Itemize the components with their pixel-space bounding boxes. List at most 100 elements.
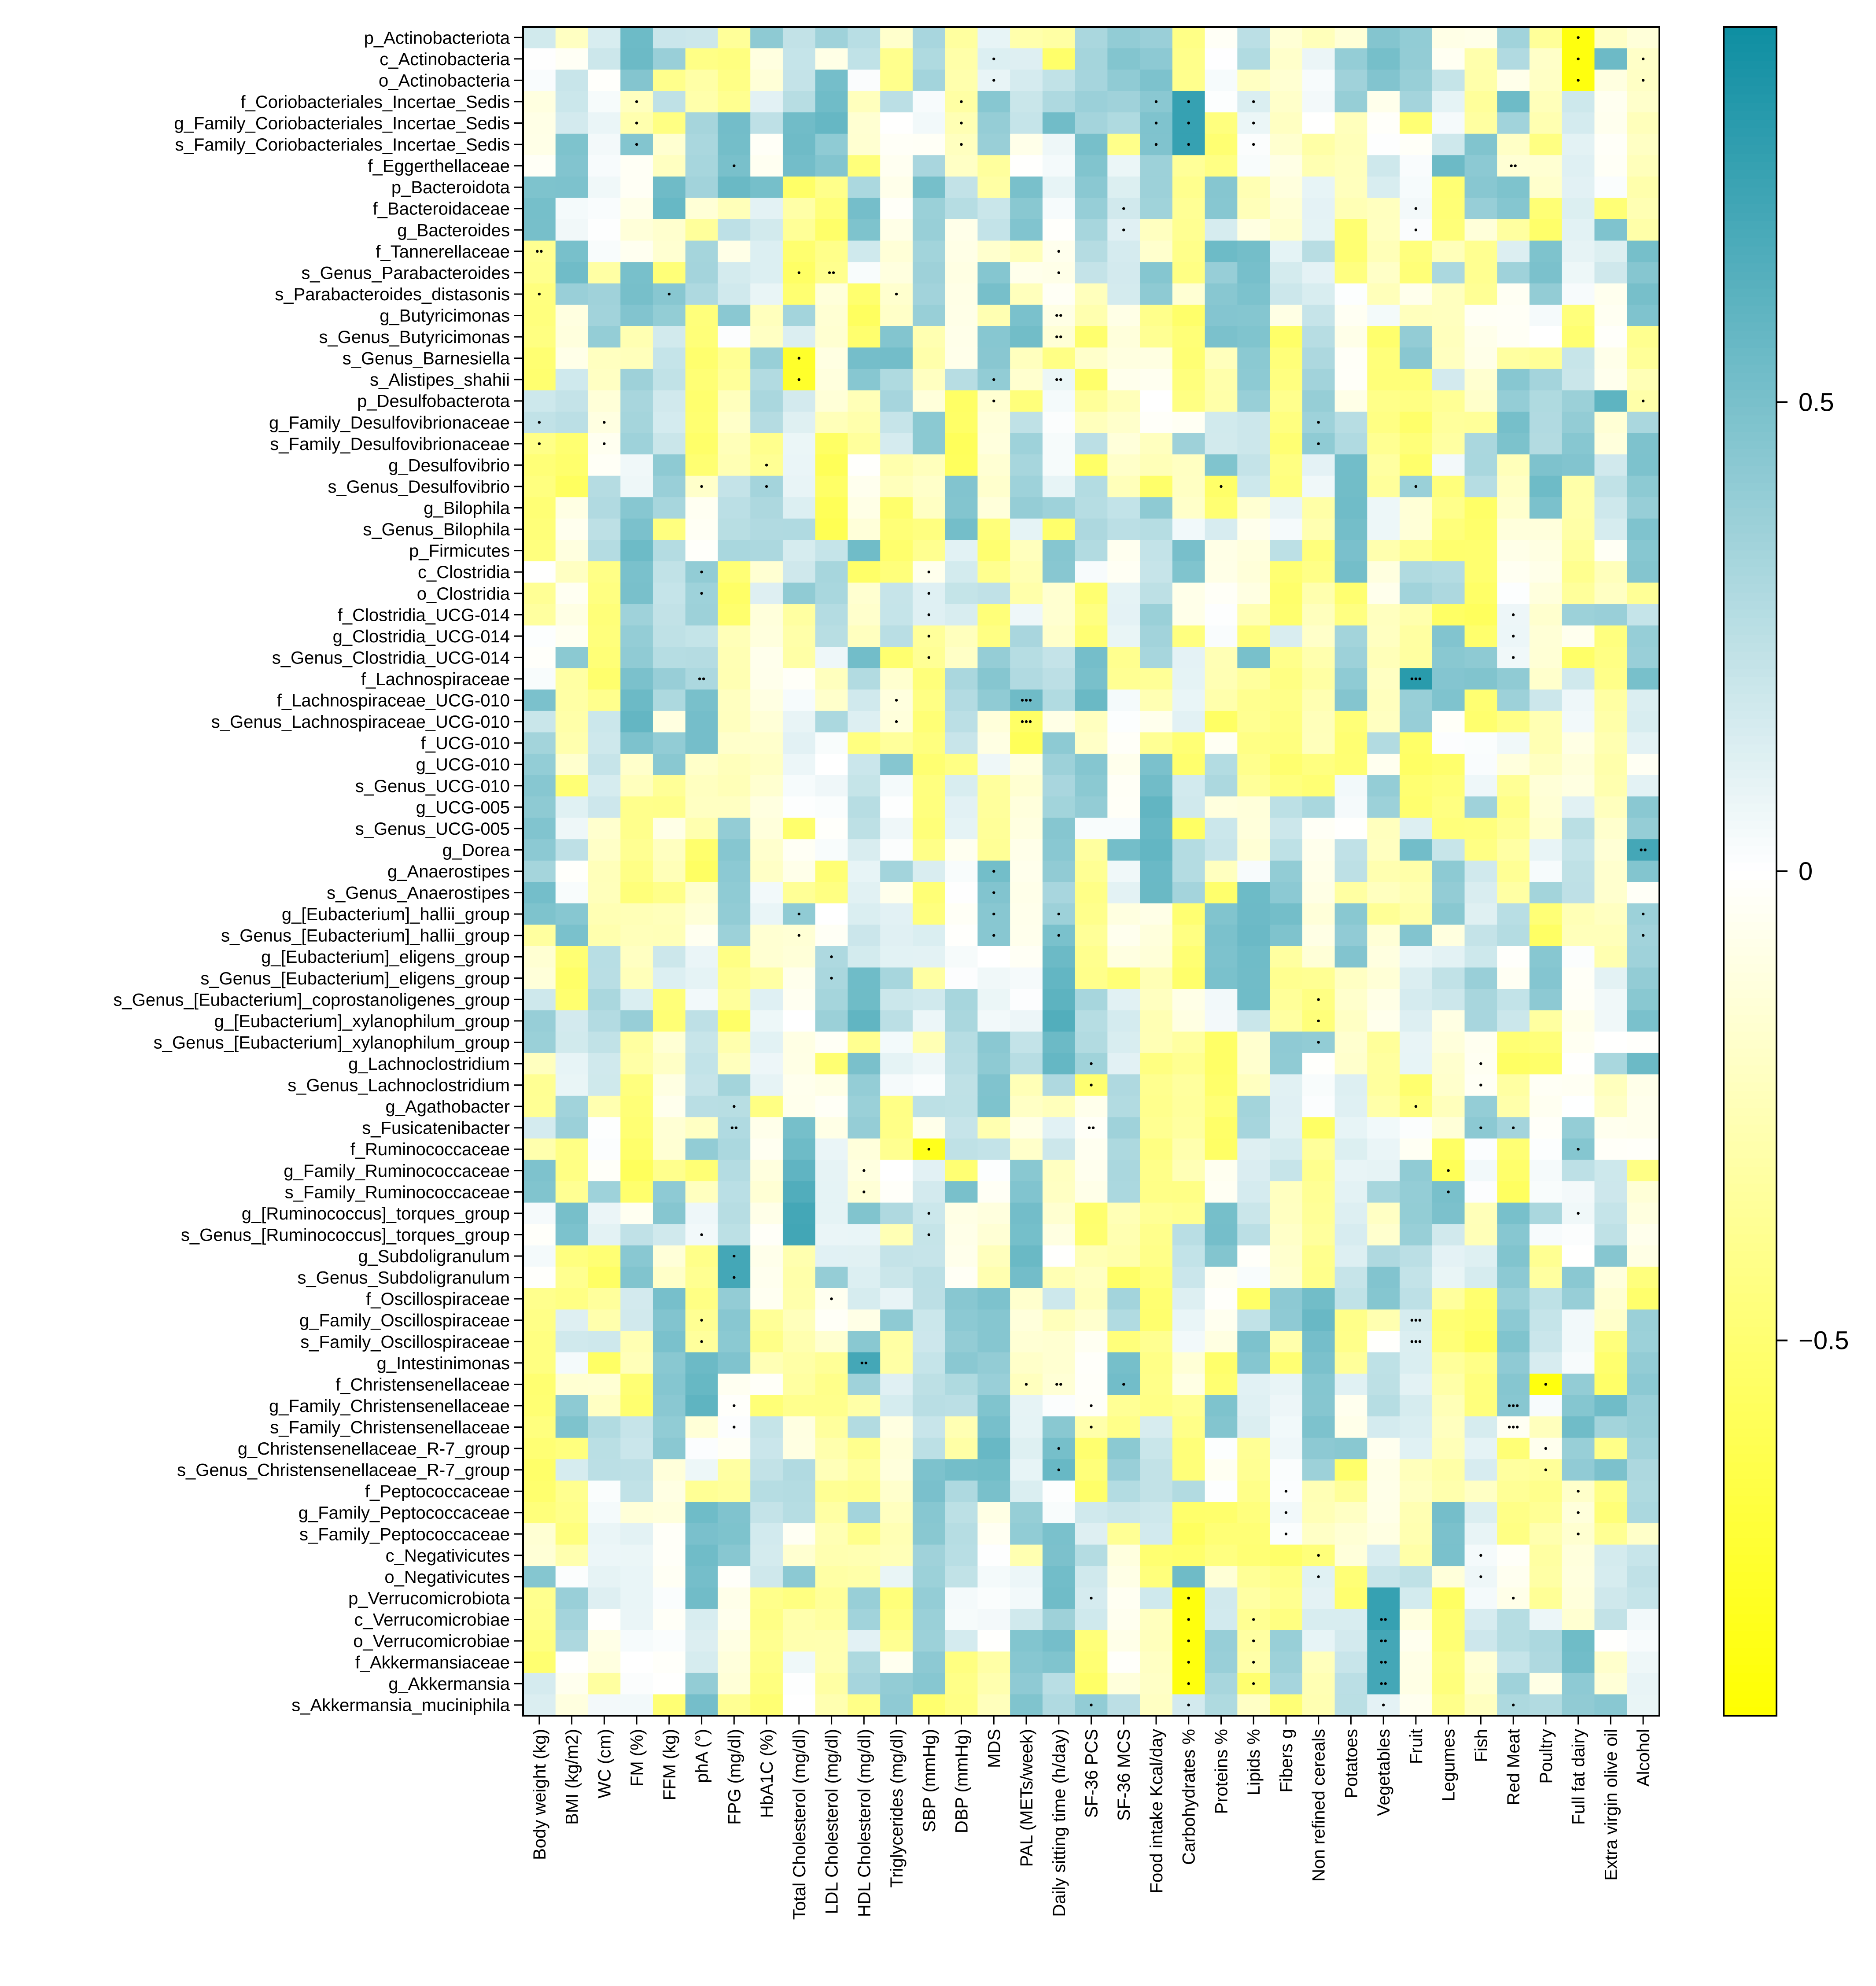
- heatmap-cell: [1172, 48, 1205, 70]
- row-label: p_Desulfobacterota: [357, 392, 510, 411]
- heatmap-cell: [1367, 112, 1400, 134]
- heatmap-cell: [685, 433, 719, 455]
- heatmap-cell: [1042, 1673, 1076, 1695]
- heatmap-cell: [1530, 582, 1563, 604]
- colorbar-segment: [1724, 1099, 1776, 1108]
- heatmap-cell: [1562, 1288, 1595, 1310]
- heatmap-cell: [1075, 518, 1108, 540]
- heatmap-cell: [945, 326, 978, 348]
- heatmap-cell: [555, 1010, 589, 1032]
- heatmap-cell: [815, 753, 848, 776]
- heatmap-cell: [1627, 1544, 1660, 1566]
- heatmap-cell: [815, 1309, 848, 1331]
- heatmap-cell: [945, 604, 978, 626]
- significance-star: [1479, 1575, 1482, 1578]
- heatmap-cell: [1010, 433, 1043, 455]
- heatmap-cell: [555, 1202, 589, 1224]
- heatmap-cell: [1075, 753, 1108, 776]
- heatmap-cell: [1302, 326, 1335, 348]
- row-label: g_Bacteroides: [397, 221, 510, 240]
- heatmap-cell: [1627, 305, 1660, 327]
- heatmap-cell: [555, 668, 589, 690]
- heatmap-cell: [1010, 475, 1043, 497]
- heatmap-cell: [1172, 839, 1205, 861]
- heatmap-cell: [1107, 796, 1140, 818]
- heatmap-cell: [588, 1694, 621, 1716]
- heatmap-cell: [912, 1502, 946, 1524]
- heatmap-cell: [1497, 1673, 1530, 1695]
- heatmap-cell: [685, 604, 719, 626]
- significance-star: [992, 79, 995, 82]
- heatmap-cell: [912, 475, 946, 497]
- significance-star: [1380, 1661, 1387, 1664]
- heatmap-cell: [588, 561, 621, 583]
- heatmap-cell: [1140, 647, 1173, 669]
- heatmap-cell: [880, 155, 913, 177]
- heatmap-cell: [620, 48, 653, 70]
- significance-star: [1090, 1404, 1093, 1408]
- heatmap-cell: [1075, 133, 1108, 155]
- colorbar-segment: [1724, 829, 1776, 838]
- heatmap-cell: [1205, 604, 1238, 626]
- heatmap-cell: [977, 1202, 1010, 1224]
- heatmap-cell: [1302, 497, 1335, 519]
- heatmap-cell: [685, 1459, 719, 1481]
- heatmap-cell: [1075, 647, 1108, 669]
- significance-star: [1252, 122, 1255, 125]
- heatmap-cell: [1367, 70, 1400, 92]
- heatmap-cell: [588, 989, 621, 1011]
- heatmap-cell: [1270, 1352, 1303, 1374]
- heatmap-cell: [815, 1010, 848, 1032]
- colorbar-segment: [1724, 1082, 1776, 1091]
- heatmap-cell: [1075, 604, 1108, 626]
- heatmap-cell: [523, 1267, 556, 1289]
- heatmap-cell: [1432, 1651, 1465, 1673]
- heatmap-cell: [555, 1502, 589, 1524]
- heatmap-cell: [1075, 1651, 1108, 1673]
- heatmap-cell: [1270, 1202, 1303, 1224]
- heatmap-cell: [718, 561, 751, 583]
- heatmap-cell: [782, 283, 816, 305]
- heatmap-cell: [815, 198, 848, 220]
- heatmap-cell: [1432, 903, 1465, 925]
- heatmap-cell: [1497, 475, 1530, 497]
- heatmap-cell: [1367, 753, 1400, 776]
- heatmap-cell: [1334, 1694, 1367, 1716]
- heatmap-cell: [977, 1416, 1010, 1438]
- heatmap-cell: [685, 1374, 719, 1396]
- row-label: c_Negativicutes: [386, 1546, 510, 1566]
- heatmap-cell: [782, 1053, 816, 1075]
- heatmap-cell: [523, 1224, 556, 1246]
- row-label: s_Genus_[Eubacterium]_eligens_group: [200, 969, 510, 988]
- heatmap-cell: [1334, 347, 1367, 369]
- colorbar-segment: [1724, 322, 1776, 332]
- heatmap-cell: [718, 70, 751, 92]
- heatmap-cell: [815, 475, 848, 497]
- colorbar-segment: [1724, 575, 1776, 585]
- heatmap-cell: [815, 796, 848, 818]
- row-label: f_Bacteroidaceae: [373, 199, 510, 219]
- heatmap-cell: [880, 540, 913, 562]
- heatmap-cell: [1562, 390, 1595, 412]
- heatmap-cell: [1205, 860, 1238, 882]
- heatmap-cell: [1140, 1523, 1173, 1545]
- heatmap-cell: [880, 412, 913, 434]
- heatmap-cell: [1042, 1224, 1076, 1246]
- heatmap-cell: [1627, 818, 1660, 840]
- heatmap-cell: [1497, 1437, 1530, 1459]
- heatmap-cell: [1497, 1138, 1530, 1161]
- heatmap-cell: [718, 1010, 751, 1032]
- heatmap-cell: [977, 1010, 1010, 1032]
- heatmap-cell: [718, 753, 751, 776]
- heatmap-cell: [1140, 1160, 1173, 1182]
- colorbar-segment: [1724, 744, 1776, 754]
- heatmap-cell: [588, 1224, 621, 1246]
- heatmap-cell: [750, 155, 783, 177]
- heatmap-cell: [1594, 1288, 1627, 1310]
- heatmap-cell: [1205, 1138, 1238, 1161]
- heatmap-cell: [977, 946, 1010, 968]
- heatmap-cell: [1464, 1138, 1497, 1161]
- colorbar-segment: [1724, 1411, 1776, 1421]
- heatmap-cell: [912, 818, 946, 840]
- heatmap-cell: [1530, 1181, 1563, 1203]
